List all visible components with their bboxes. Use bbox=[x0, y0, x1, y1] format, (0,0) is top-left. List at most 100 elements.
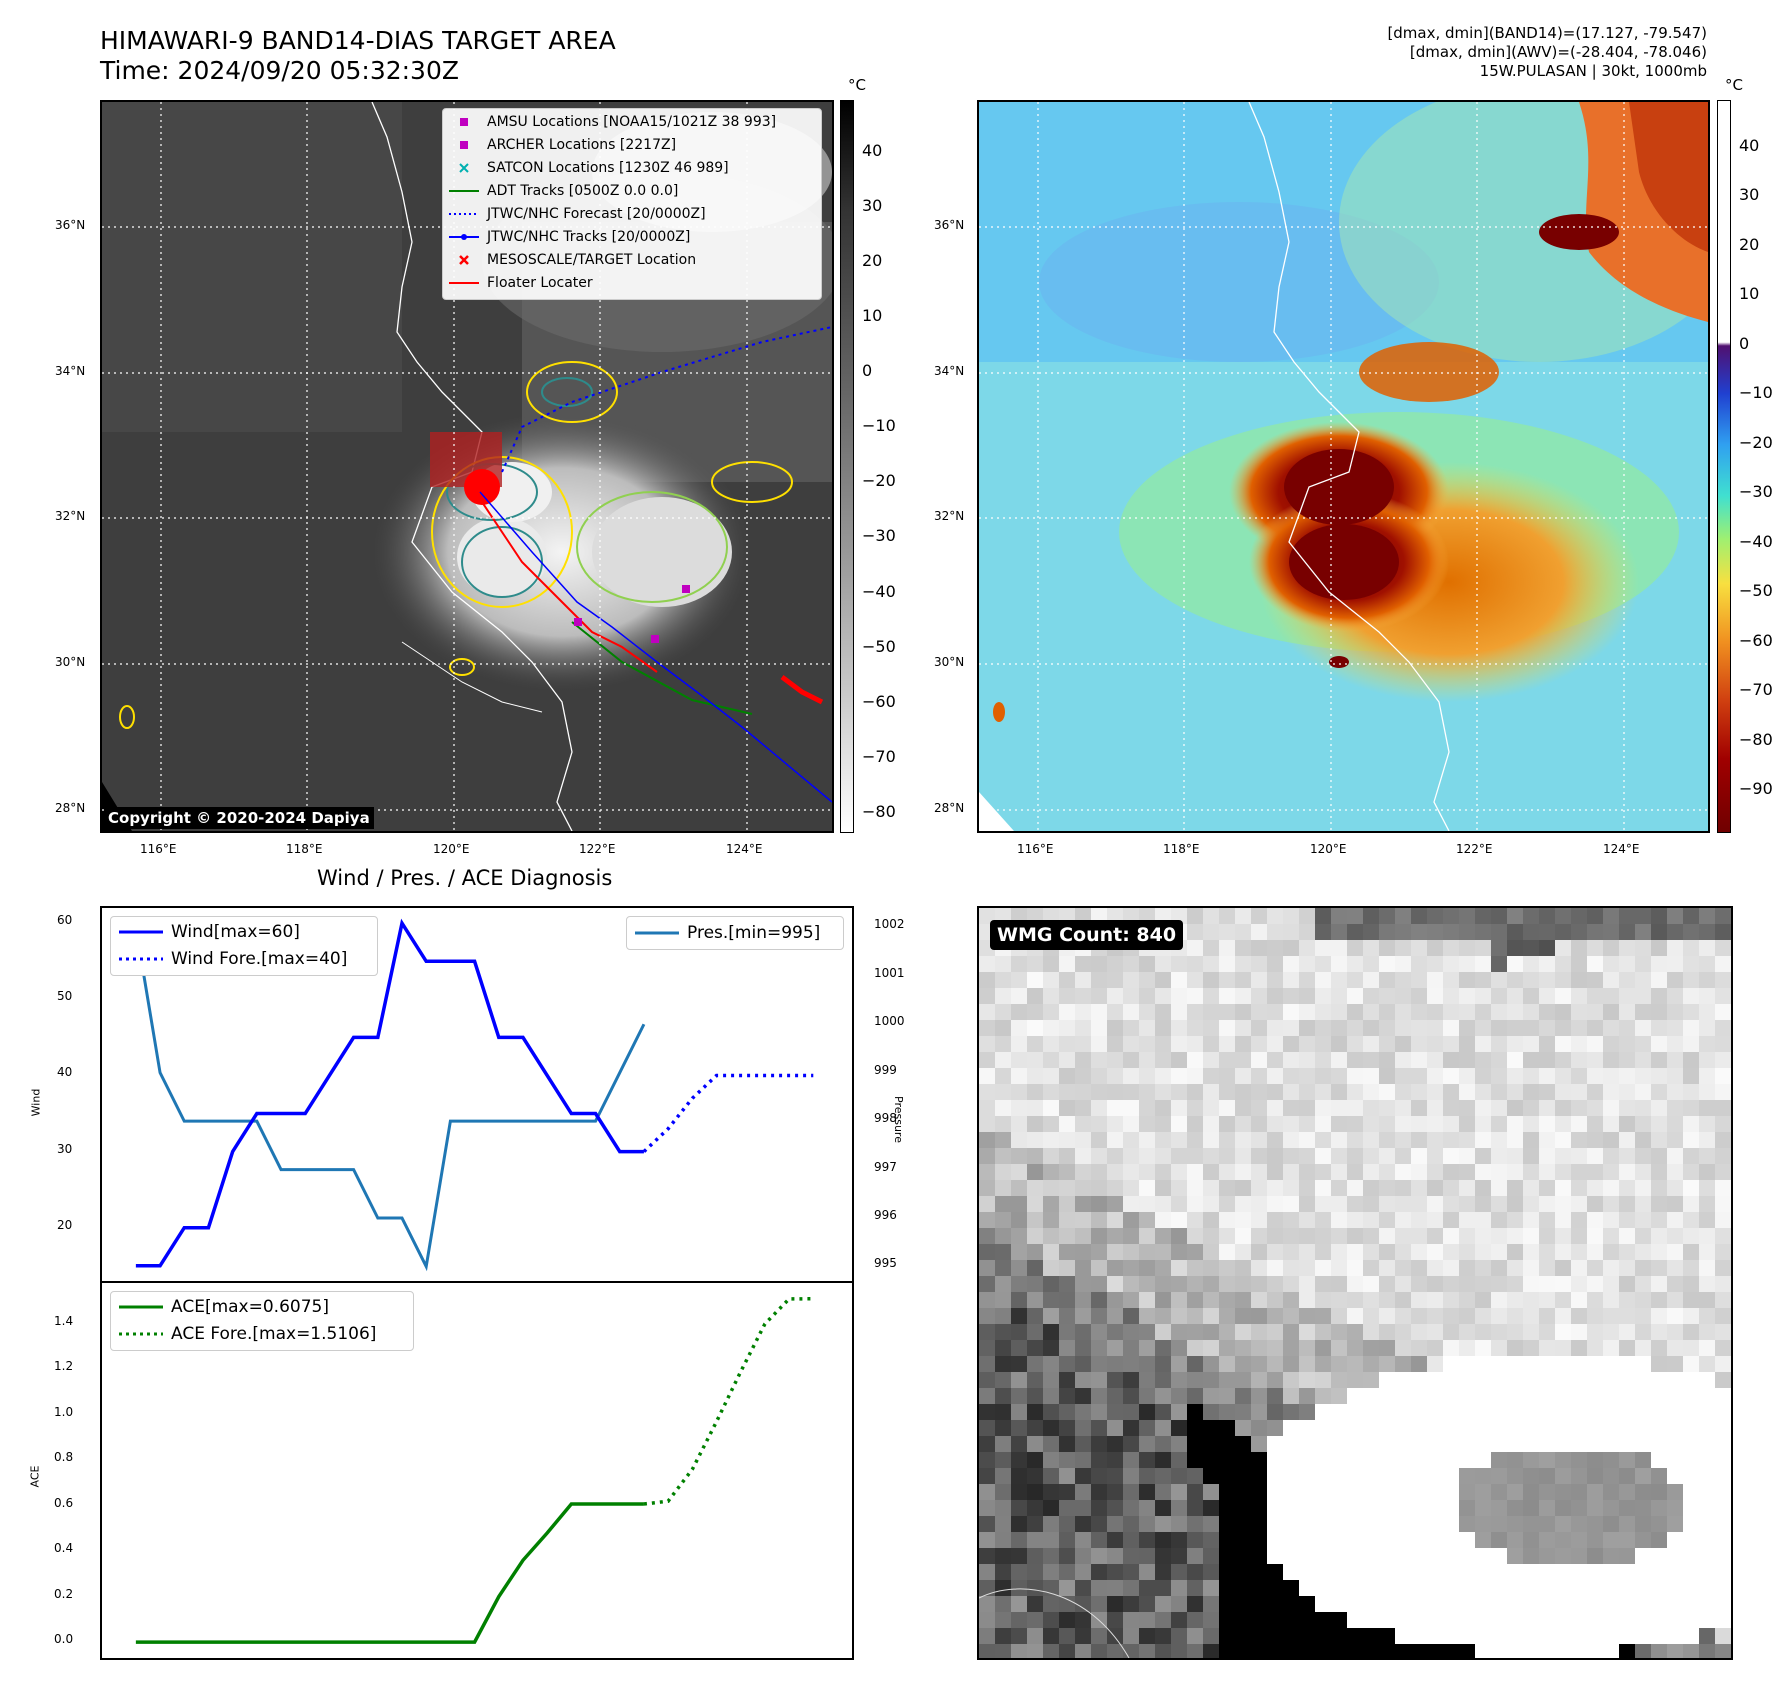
ace-tick-label: 0.0 bbox=[54, 1632, 74, 1647]
wmg-pixel bbox=[1235, 1436, 1251, 1452]
wmg-pixel bbox=[1507, 1100, 1523, 1116]
pressure-tick-label: 996 bbox=[874, 1208, 897, 1223]
wmg-pixel bbox=[1171, 1548, 1187, 1564]
wmg-pixel bbox=[1235, 1228, 1251, 1244]
wmg-pixel bbox=[1075, 1052, 1091, 1068]
wmg-pixel bbox=[1251, 1388, 1267, 1404]
wmg-pixel bbox=[1587, 1580, 1603, 1596]
wmg-pixel bbox=[1699, 1244, 1715, 1260]
wmg-pixel bbox=[1523, 1372, 1539, 1388]
wmg-pixel bbox=[1459, 988, 1475, 1004]
wmg-pixel bbox=[1075, 1532, 1091, 1548]
wmg-pixel bbox=[1315, 1212, 1331, 1228]
wmg-pixel bbox=[1203, 1212, 1219, 1228]
wmg-pixel bbox=[1667, 1420, 1683, 1436]
wmg-pixel bbox=[1235, 1644, 1251, 1658]
wmg-pixel bbox=[1139, 1020, 1155, 1036]
wmg-pixel bbox=[1523, 924, 1539, 940]
ace-tick-label: 0.8 bbox=[54, 1450, 74, 1465]
wmg-pixel bbox=[1235, 908, 1251, 924]
wmg-pixel bbox=[1283, 1532, 1299, 1548]
wmg-pixel bbox=[1379, 1292, 1395, 1308]
wmg-pixel bbox=[1571, 1308, 1587, 1324]
wmg-pixel bbox=[1459, 1356, 1475, 1372]
wmg-pixel bbox=[1603, 1020, 1619, 1036]
wmg-pixel bbox=[1523, 988, 1539, 1004]
wmg-pixel bbox=[1283, 1292, 1299, 1308]
wmg-pixel bbox=[1523, 1244, 1539, 1260]
wmg-pixel bbox=[1587, 1372, 1603, 1388]
wmg-pixel bbox=[995, 1356, 1011, 1372]
wmg-pixel bbox=[1091, 1452, 1107, 1468]
wmg-pixel bbox=[1139, 1612, 1155, 1628]
wmg-pixel bbox=[1475, 1436, 1491, 1452]
wmg-pixel bbox=[1459, 1020, 1475, 1036]
wmg-pixel bbox=[1555, 1052, 1571, 1068]
wmg-pixel bbox=[1187, 1148, 1203, 1164]
wmg-pixel bbox=[1459, 1548, 1475, 1564]
wmg-pixel bbox=[1235, 1244, 1251, 1260]
wmg-pixel bbox=[1651, 1308, 1667, 1324]
wmg-pixel bbox=[1011, 1516, 1027, 1532]
wmg-pixel bbox=[1283, 1180, 1299, 1196]
wmg-pixel bbox=[1539, 1484, 1555, 1500]
wmg-pixel bbox=[1107, 1196, 1123, 1212]
wmg-pixel bbox=[1571, 1548, 1587, 1564]
wmg-pixel bbox=[1027, 1052, 1043, 1068]
wmg-pixel bbox=[1555, 1020, 1571, 1036]
wmg-pixel bbox=[1267, 956, 1283, 972]
wmg-pixel bbox=[1699, 1420, 1715, 1436]
wmg-pixel bbox=[1443, 1308, 1459, 1324]
wmg-pixel bbox=[1507, 1404, 1523, 1420]
wmg-pixel bbox=[1715, 1484, 1731, 1500]
wmg-pixel bbox=[1171, 1612, 1187, 1628]
wmg-pixel bbox=[1619, 1260, 1635, 1276]
wmg-pixel bbox=[1347, 1436, 1363, 1452]
wmg-pixel bbox=[1459, 1436, 1475, 1452]
wmg-pixel bbox=[1379, 1468, 1395, 1484]
wmg-pixel bbox=[1219, 1036, 1235, 1052]
wmg-pixel bbox=[1379, 1116, 1395, 1132]
wmg-pixel bbox=[1219, 1020, 1235, 1036]
wmg-pixel bbox=[1331, 1148, 1347, 1164]
wmg-pixel bbox=[1395, 1116, 1411, 1132]
wmg-pixel bbox=[1043, 1564, 1059, 1580]
wmg-pixel bbox=[1107, 956, 1123, 972]
wmg-pixel bbox=[1411, 1500, 1427, 1516]
colorbar-left-tick: 0 bbox=[862, 361, 873, 381]
wmg-pixel bbox=[1123, 1052, 1139, 1068]
wmg-pixel bbox=[1251, 1132, 1267, 1148]
wmg-pixel bbox=[1299, 1484, 1315, 1500]
wmg-pixel bbox=[1139, 1196, 1155, 1212]
wmg-pixel bbox=[1187, 1196, 1203, 1212]
wmg-pixel bbox=[979, 1212, 995, 1228]
wmg-pixel bbox=[1555, 1260, 1571, 1276]
wmg-pixel bbox=[1267, 1372, 1283, 1388]
wmg-pixel bbox=[1459, 908, 1475, 924]
wmg-pixel bbox=[1315, 1292, 1331, 1308]
wmg-pixel bbox=[1011, 1180, 1027, 1196]
wmg-pixel bbox=[1315, 1228, 1331, 1244]
wmg-pixel bbox=[1027, 1148, 1043, 1164]
wmg-pixel bbox=[1123, 1212, 1139, 1228]
wmg-pixel bbox=[1539, 1196, 1555, 1212]
wmg-pixel bbox=[1427, 1084, 1443, 1100]
wmg-pixel bbox=[1123, 1484, 1139, 1500]
wmg-pixel bbox=[1139, 1452, 1155, 1468]
wmg-pixel bbox=[1283, 1308, 1299, 1324]
wmg-pixel bbox=[1683, 1372, 1699, 1388]
wmg-pixel bbox=[1363, 1420, 1379, 1436]
wmg-pixel bbox=[1443, 1548, 1459, 1564]
wmg-pixel bbox=[1267, 940, 1283, 956]
wmg-pixel bbox=[1651, 956, 1667, 972]
wmg-pixel bbox=[1523, 1340, 1539, 1356]
wmg-pixel bbox=[1523, 1596, 1539, 1612]
wmg-pixel bbox=[1251, 1260, 1267, 1276]
wmg-pixel bbox=[1507, 1340, 1523, 1356]
wmg-pixel bbox=[1443, 1100, 1459, 1116]
wmg-pixel bbox=[1491, 1628, 1507, 1644]
wmg-pixel bbox=[1635, 1596, 1651, 1612]
wmg-pixel bbox=[1267, 1292, 1283, 1308]
wmg-pixel bbox=[1491, 956, 1507, 972]
wmg-pixel bbox=[1283, 1052, 1299, 1068]
